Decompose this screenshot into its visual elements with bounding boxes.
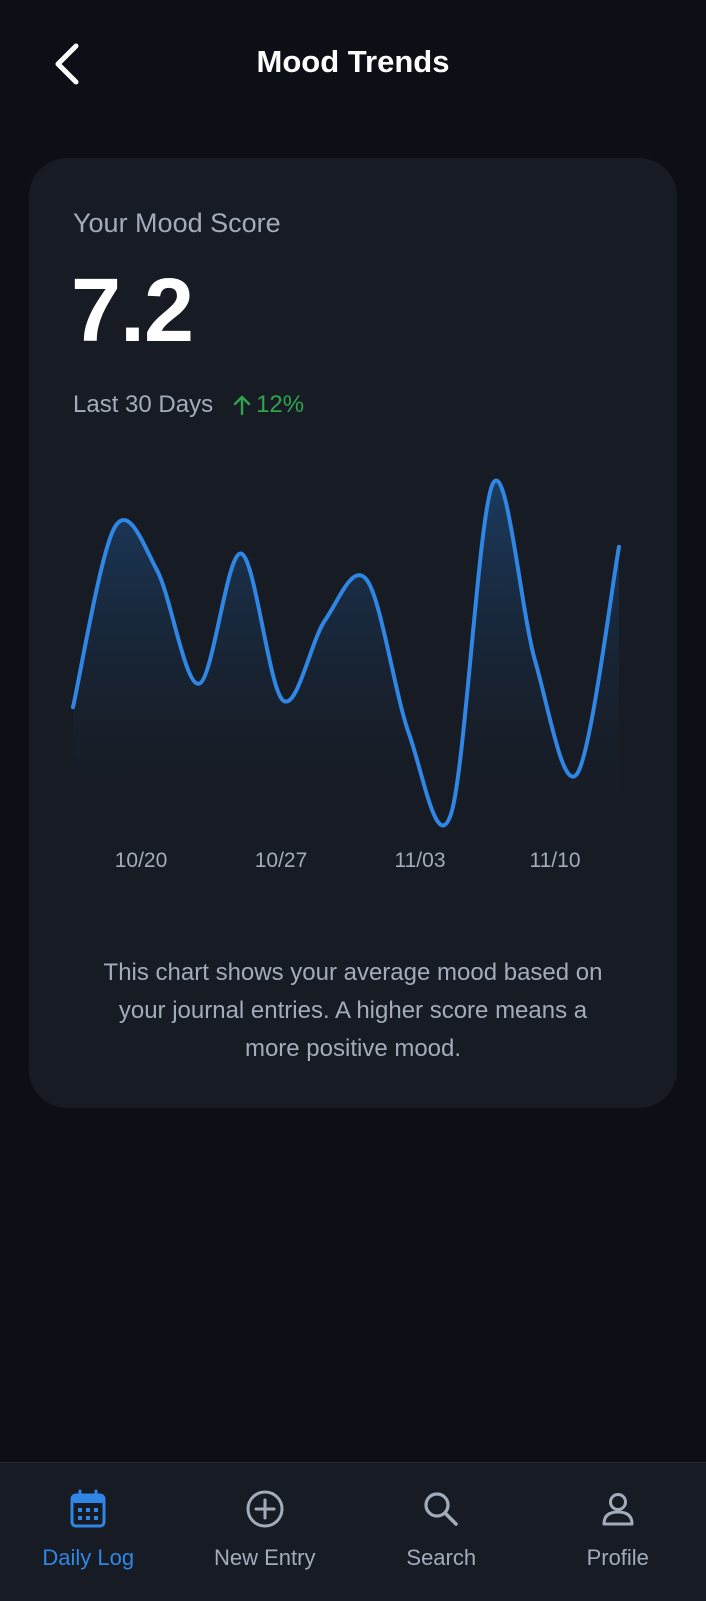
- chart-area-fill: [73, 480, 619, 825]
- mood-card: Your Mood Score 7.2 Last 30 Days 12% 10/…: [29, 158, 677, 1108]
- chart-description: This chart shows your average mood based…: [89, 954, 617, 1068]
- score-label: Your Mood Score: [73, 208, 281, 239]
- calendar-icon: [68, 1489, 108, 1529]
- nav-label-profile: Profile: [587, 1545, 649, 1571]
- nav-item-search[interactable]: Search: [353, 1463, 530, 1601]
- chart-line-series: [73, 480, 619, 825]
- arrow-up-icon: [231, 393, 253, 417]
- bottom-navigation: Daily Log New Entry Search Profile: [0, 1462, 706, 1601]
- trend-value: 12%: [256, 391, 304, 419]
- score-value: 7.2: [71, 260, 193, 363]
- x-tick-label: 11/10: [530, 849, 581, 872]
- period-row: Last 30 Days 12%: [73, 391, 304, 419]
- x-tick-label: 10/20: [115, 849, 168, 872]
- nav-label-search: Search: [406, 1545, 476, 1571]
- nav-label-daily-log: Daily Log: [42, 1545, 134, 1571]
- nav-item-daily-log[interactable]: Daily Log: [0, 1463, 177, 1601]
- nav-item-new-entry[interactable]: New Entry: [177, 1463, 354, 1601]
- search-icon: [421, 1489, 461, 1529]
- x-tick-label: 11/03: [395, 849, 446, 872]
- page-title: Mood Trends: [0, 44, 706, 80]
- trend-indicator: 12%: [231, 391, 304, 419]
- x-tick-label: 10/27: [255, 849, 308, 872]
- header: Mood Trends: [0, 0, 706, 130]
- x-axis-ticks: 10/20 10/27 11/03 11/10: [115, 849, 581, 872]
- plus-circle-icon: [245, 1489, 285, 1529]
- period-label: Last 30 Days: [73, 391, 213, 419]
- nav-label-new-entry: New Entry: [214, 1545, 315, 1571]
- user-icon: [598, 1489, 638, 1529]
- nav-item-profile[interactable]: Profile: [530, 1463, 706, 1601]
